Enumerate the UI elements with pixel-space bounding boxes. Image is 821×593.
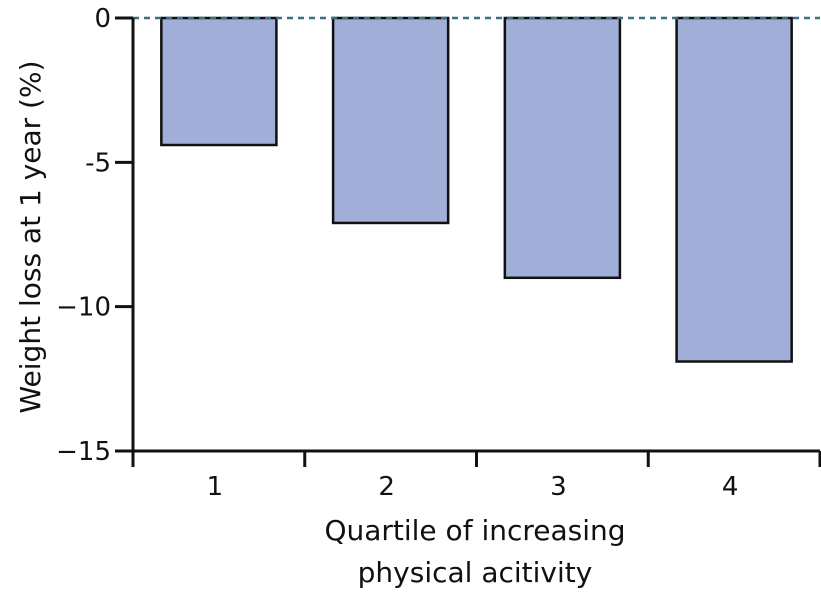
x-axis-ticks: 1 2 3 4 xyxy=(131,451,821,502)
bar-quartile-3 xyxy=(503,16,622,280)
x-tick-label: 1 xyxy=(207,472,224,502)
x-axis-label-line-2: physical acitivity xyxy=(358,556,593,589)
y-tick-label: −15 xyxy=(56,437,111,467)
y-tick-label: −10 xyxy=(56,293,111,323)
bar-quartile-2 xyxy=(331,16,450,225)
bar-quartile-4 xyxy=(675,16,793,363)
y-axis-ticks: 0 -5 −10 −15 xyxy=(56,4,133,467)
x-axis-label-line-1: Quartile of increasing xyxy=(324,514,625,547)
x-tick-label: 3 xyxy=(550,472,567,502)
plot-area xyxy=(133,16,820,363)
y-tick-label: 0 xyxy=(94,4,111,34)
x-tick-label: 4 xyxy=(722,472,739,502)
x-tick-label: 2 xyxy=(378,472,395,502)
bar-quartile-1 xyxy=(160,16,278,147)
y-axis-label: Weight loss at 1 year (%) xyxy=(14,60,47,413)
y-tick-label: -5 xyxy=(85,148,111,178)
